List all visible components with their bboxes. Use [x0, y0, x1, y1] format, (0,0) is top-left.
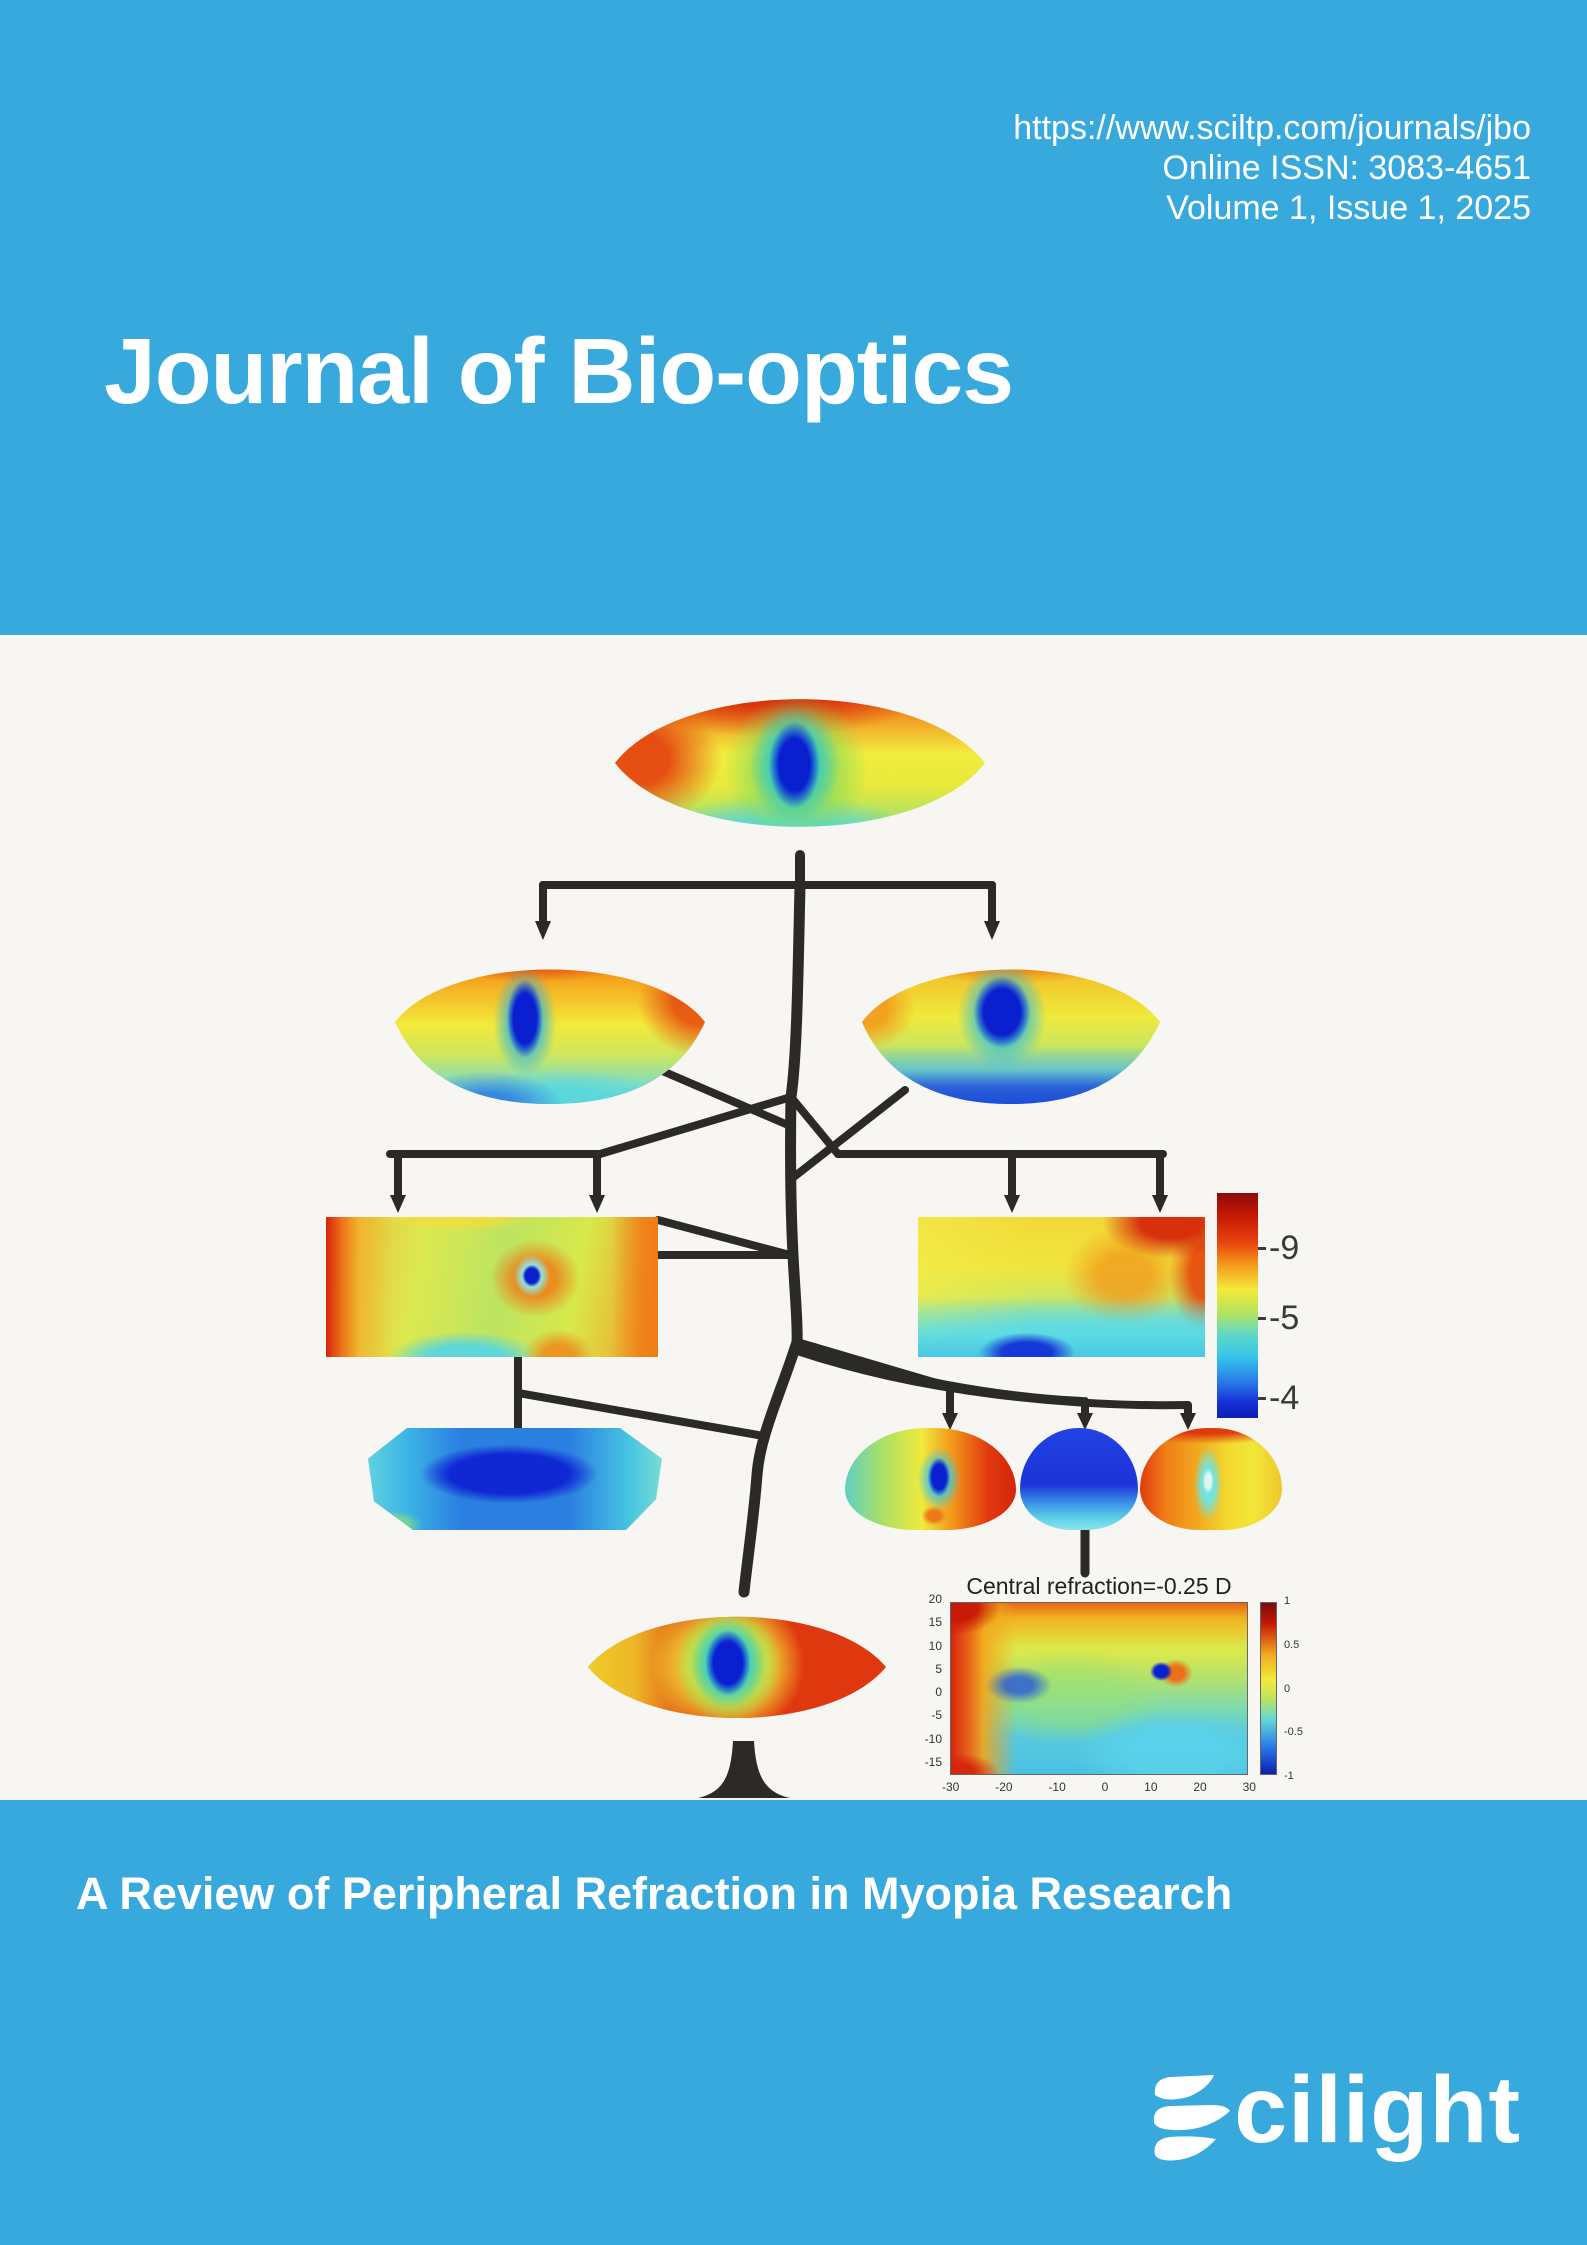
- refraction-map-small-2: [1020, 1428, 1138, 1530]
- central-refraction-chart: Central refraction=-0.25 D 20 15 10 5 0 …: [890, 1573, 1330, 1800]
- chart-heatmap: [950, 1602, 1248, 1775]
- cover-header: https://www.sciltp.com/journals/jbo Onli…: [0, 0, 1587, 635]
- tree-diagram-branches: [386, 850, 1196, 1798]
- y-tick: 15: [928, 1615, 942, 1630]
- volume-line: Volume 1, Issue 1, 2025: [1166, 189, 1531, 227]
- colorbar-tick: -4: [1257, 1379, 1300, 1417]
- chart-y-axis: 20 15 10 5 0 -5 -10 -15: [890, 1593, 942, 1769]
- cbar-tick: -0.5: [1284, 1726, 1303, 1739]
- cover-figure: -9 -5 -4 Central refraction=-0.25 D 20 1…: [0, 635, 1587, 1800]
- x-tick: -20: [995, 1780, 1013, 1794]
- x-tick: 20: [1193, 1780, 1207, 1794]
- journal-title: Journal of Bio-optics: [104, 319, 1014, 423]
- logo-wordmark: cilight: [1234, 2057, 1521, 2163]
- chart-colorbar: [1260, 1602, 1277, 1775]
- chart-title: Central refraction=-0.25 D: [966, 1573, 1232, 1599]
- x-tick: -30: [942, 1780, 960, 1794]
- y-tick: 20: [928, 1592, 942, 1606]
- refraction-map-hexagon: [368, 1428, 662, 1530]
- article-title: A Review of Peripheral Refraction in Myo…: [76, 1868, 1233, 1919]
- y-tick: 5: [935, 1661, 942, 1676]
- scilight-leaf-icon: [1154, 2075, 1231, 2161]
- refraction-map-small-1: [845, 1428, 1016, 1530]
- y-tick: -5: [931, 1708, 942, 1723]
- refraction-map-rect-right: [918, 1217, 1205, 1357]
- cbar-tick: 0.5: [1284, 1638, 1300, 1651]
- cbar-tick: 1: [1284, 1595, 1291, 1607]
- cbar-tick: -1: [1284, 1770, 1294, 1782]
- x-tick: -10: [1048, 1780, 1066, 1794]
- diopter-colorbar: -9 -5 -4: [1217, 1193, 1299, 1418]
- y-tick: 10: [928, 1638, 942, 1653]
- refraction-map-rect-left: [326, 1217, 658, 1357]
- y-tick: -15: [924, 1754, 942, 1769]
- scilight-logo: cilight: [1152, 2063, 1521, 2165]
- chart-x-axis: -30 -20 -10 0 10 20 30: [942, 1781, 1256, 1794]
- x-tick: 0: [1101, 1780, 1109, 1794]
- cover-footer: A Review of Peripheral Refraction in Myo…: [0, 1800, 1587, 2245]
- chart-colorbar-axis: 1 0.5 0 -0.5 -1: [1284, 1596, 1303, 1782]
- issn-line: Online ISSN: 3083-4651: [1162, 149, 1531, 187]
- colorbar-tick: -9: [1257, 1229, 1300, 1267]
- colorbar-tick: -5: [1257, 1299, 1300, 1337]
- y-tick: -10: [924, 1731, 942, 1746]
- y-tick: 0: [935, 1685, 942, 1700]
- x-tick: 10: [1144, 1780, 1158, 1794]
- refraction-map-small-3: [1140, 1428, 1282, 1530]
- cbar-tick: 0: [1284, 1682, 1291, 1695]
- journal-url[interactable]: https://www.sciltp.com/journals/jbo: [1013, 109, 1531, 147]
- header-meta: https://www.sciltp.com/journals/jbo Onli…: [1013, 108, 1531, 228]
- x-tick: 30: [1242, 1780, 1256, 1794]
